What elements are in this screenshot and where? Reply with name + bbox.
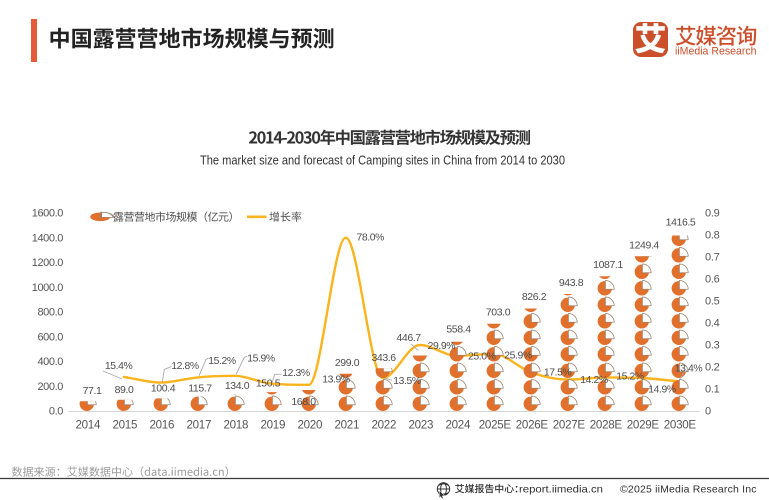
- svg-text:12.3%: 12.3%: [282, 368, 310, 379]
- svg-text:17.5%: 17.5%: [544, 367, 572, 378]
- svg-text:©2025 iiMedia Research Inc: ©2025 iiMedia Research Inc: [620, 483, 757, 495]
- svg-text:0.0: 0.0: [49, 406, 63, 418]
- svg-text:2023: 2023: [409, 419, 434, 432]
- svg-text:0.3: 0.3: [705, 340, 720, 352]
- svg-text:200.0: 200.0: [37, 381, 63, 393]
- svg-text:15.4%: 15.4%: [105, 361, 133, 372]
- svg-text:115.7: 115.7: [188, 382, 212, 394]
- svg-text:15.9%: 15.9%: [247, 353, 275, 364]
- svg-text:0.4: 0.4: [705, 318, 720, 330]
- svg-text:0.8: 0.8: [705, 230, 720, 242]
- svg-text:13.5%: 13.5%: [393, 376, 421, 387]
- svg-text:343.6: 343.6: [371, 352, 396, 364]
- svg-text:0.6: 0.6: [705, 274, 720, 286]
- svg-text:The market size and forecast o: The market size and forecast of Camping …: [200, 154, 565, 168]
- svg-text:2022: 2022: [372, 419, 397, 432]
- svg-text:2029E: 2029E: [627, 419, 660, 432]
- svg-text:29.9%: 29.9%: [428, 341, 456, 352]
- svg-text:1600.0: 1600.0: [32, 208, 64, 220]
- svg-text:25.9%: 25.9%: [504, 351, 532, 362]
- svg-text:1416.5: 1416.5: [666, 217, 696, 229]
- svg-text:2026E: 2026E: [516, 419, 549, 432]
- svg-text:1000.0: 1000.0: [32, 282, 64, 294]
- svg-text:299.0: 299.0: [335, 357, 360, 369]
- svg-text:89.0: 89.0: [115, 384, 134, 396]
- svg-text:134.0: 134.0: [225, 380, 250, 392]
- svg-text:1200.0: 1200.0: [32, 257, 64, 269]
- svg-text:iiMedia Research: iiMedia Research: [675, 46, 757, 58]
- svg-text:800.0: 800.0: [37, 307, 63, 319]
- svg-text:13.4%: 13.4%: [675, 363, 703, 374]
- svg-text:2024: 2024: [446, 419, 471, 432]
- svg-text:0.9: 0.9: [705, 208, 720, 220]
- svg-text:2016: 2016: [150, 419, 175, 432]
- svg-text:943.8: 943.8: [559, 277, 584, 289]
- svg-text:14.9%: 14.9%: [648, 385, 676, 396]
- svg-text:2020: 2020: [298, 419, 323, 432]
- svg-text:1249.4: 1249.4: [629, 240, 659, 252]
- svg-text:0.7: 0.7: [705, 252, 720, 264]
- svg-text:1400.0: 1400.0: [32, 233, 64, 245]
- svg-text:2028E: 2028E: [590, 419, 623, 432]
- svg-text:0.2: 0.2: [705, 362, 720, 374]
- svg-text:1087.1: 1087.1: [593, 259, 623, 271]
- svg-text:2030E: 2030E: [664, 419, 697, 432]
- svg-text:15.2%: 15.2%: [208, 356, 236, 367]
- svg-text:600.0: 600.0: [37, 331, 63, 343]
- svg-text:25.0%: 25.0%: [468, 351, 496, 362]
- svg-text:826.2: 826.2: [522, 291, 547, 303]
- svg-text:0.1: 0.1: [705, 384, 720, 396]
- svg-text:14.2%: 14.2%: [580, 375, 608, 386]
- svg-text:400.0: 400.0: [37, 356, 63, 368]
- svg-text:2021: 2021: [335, 419, 360, 432]
- svg-text:report.iimedia.cn: report.iimedia.cn: [519, 483, 603, 495]
- svg-text:703.0: 703.0: [486, 306, 511, 318]
- svg-text:2025E: 2025E: [479, 419, 512, 432]
- svg-text:168.0: 168.0: [291, 396, 316, 408]
- svg-text:2018: 2018: [224, 419, 249, 432]
- svg-text:150.5: 150.5: [256, 377, 281, 389]
- svg-text:2027E: 2027E: [553, 419, 586, 432]
- svg-text:13.9%: 13.9%: [322, 374, 350, 385]
- svg-text:77.1: 77.1: [83, 385, 102, 397]
- svg-text:15.2%: 15.2%: [616, 372, 644, 383]
- svg-text:558.4: 558.4: [446, 323, 471, 335]
- svg-text:2017: 2017: [187, 419, 212, 432]
- svg-text:0: 0: [705, 406, 711, 418]
- svg-text:2014: 2014: [76, 419, 101, 432]
- svg-text:78.0%: 78.0%: [356, 232, 384, 243]
- svg-text:2019: 2019: [261, 419, 286, 432]
- svg-text:2015: 2015: [113, 419, 138, 432]
- svg-text:100.4: 100.4: [151, 382, 176, 394]
- svg-text:446.7: 446.7: [396, 332, 421, 344]
- svg-text:12.8%: 12.8%: [171, 361, 199, 372]
- svg-text:0.5: 0.5: [705, 296, 720, 308]
